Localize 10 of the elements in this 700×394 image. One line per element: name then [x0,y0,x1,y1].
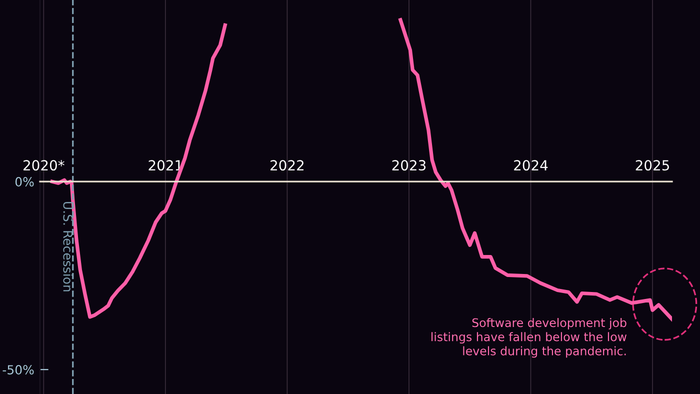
x-tick-label: 2020* [24,160,64,171]
x-tick-label: 2023 [392,160,426,171]
x-tick-label: 2024 [514,160,548,171]
x-tick-label: 2021 [148,160,182,171]
ref-line-label: U.S. Recession [63,202,73,292]
x-tick-label: 2025 [636,160,669,171]
y-tick-label: 0% [15,177,34,187]
annotation: Software development job listings have fallen below the low levels during the pandemic. [431,318,627,358]
x-tick-label: 2022 [270,160,304,171]
y-tick-label: -50% [2,365,34,374]
